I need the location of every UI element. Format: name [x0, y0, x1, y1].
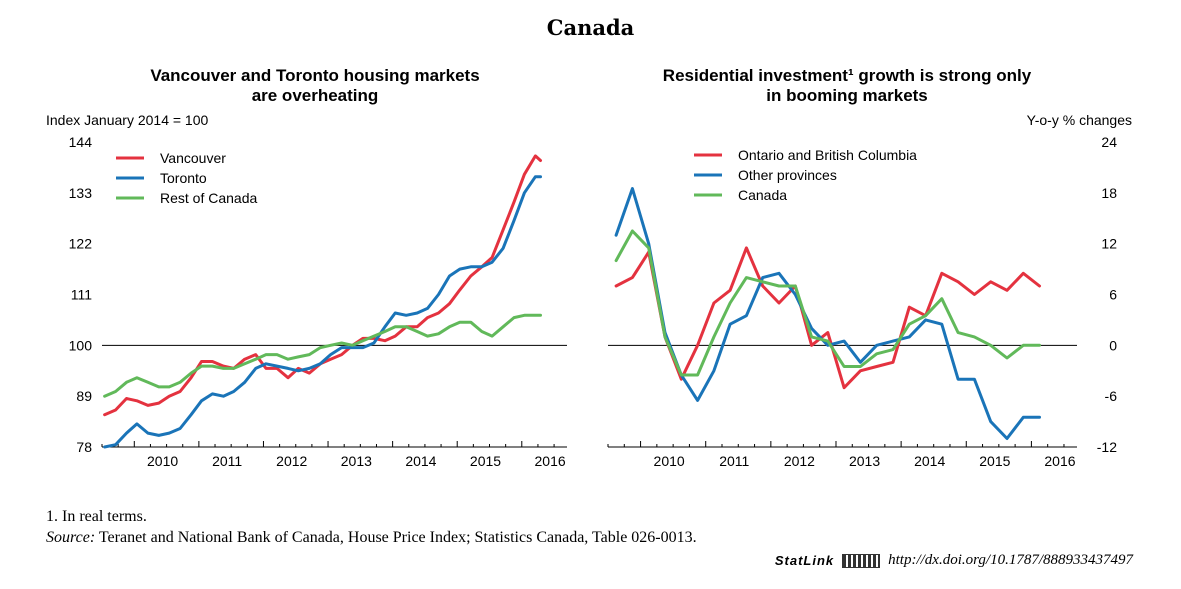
statlink-url[interactable]: http://dx.doi.org/10.1787/888933437497: [888, 552, 1133, 568]
1-x-tick-label: 2013: [849, 453, 880, 469]
1-series-ontario-and-british-columbia: [614, 246, 1041, 390]
right-axis-label: Y-o-y % changes: [1026, 112, 1132, 128]
0-y-tick-label: 89: [76, 388, 92, 404]
right-panel-title-line1: Residential investment¹ growth is strong…: [662, 66, 1032, 85]
left-axis-label: Index January 2014 = 100: [46, 112, 209, 128]
0-x-tick-label: 2015: [470, 453, 501, 469]
1-y-tick-label: -12: [1097, 439, 1117, 455]
left-panel-title-line1: Vancouver and Toronto housing markets: [150, 66, 480, 85]
right-panel-title-line2: in booming markets: [766, 86, 928, 105]
0-y-tick-label: 100: [69, 337, 93, 353]
left-panel-title-line2: are overheating: [251, 86, 379, 105]
figure-title: Canada: [546, 15, 635, 40]
1-x-tick-label: 2014: [914, 453, 945, 469]
1-x-tick-label: 2015: [979, 453, 1010, 469]
0-y-tick-label: 122: [69, 236, 93, 252]
1-x-tick-label: 2012: [784, 453, 815, 469]
statlink: StatLink http://dx.doi.org/10.1787/88893…: [775, 552, 1133, 569]
1-y-tick-label: -6: [1105, 388, 1118, 404]
0-y-tick-label: 78: [76, 439, 92, 455]
statlink-brand: StatLink: [774, 553, 835, 568]
1-y-tick-label: 24: [1101, 134, 1117, 150]
1-x-tick-label: 2011: [719, 453, 749, 469]
1-legend-label: Canada: [738, 187, 787, 203]
1-legend-label: Ontario and British Columbia: [738, 147, 917, 163]
0-series-vancouver: [103, 154, 542, 417]
1-y-tick-label: 18: [1101, 185, 1117, 201]
1-y-tick-label: 6: [1109, 287, 1117, 303]
0-x-tick-label: 2010: [147, 453, 178, 469]
1-y-tick-label: 0: [1109, 337, 1117, 353]
source-text: Teranet and National Bank of Canada, Hou…: [98, 529, 697, 546]
0-x-tick-label: 2014: [405, 453, 436, 469]
1-x-tick-label: 2010: [654, 453, 685, 469]
0-x-tick-label: 2011: [212, 453, 242, 469]
1-legend-label: Other provinces: [738, 167, 837, 183]
0-series-toronto: [103, 175, 542, 449]
source-label: Source:: [46, 529, 96, 546]
0-legend-label: Toronto: [160, 170, 207, 186]
1-series-canada: [614, 229, 1041, 377]
0-y-tick-label: 133: [69, 185, 93, 201]
0-y-tick-label: 144: [69, 134, 93, 150]
1-series-other-provinces: [614, 187, 1041, 440]
0-x-tick-label: 2013: [341, 453, 372, 469]
0-x-tick-label: 2012: [276, 453, 307, 469]
0-legend-label: Vancouver: [160, 150, 226, 166]
0-x-tick-label: 2016: [535, 453, 566, 469]
0-series-rest-of-canada: [103, 313, 542, 398]
source-note: Source: Teranet and National Bank of Can…: [46, 529, 697, 547]
1-x-tick-label: 2016: [1044, 453, 1075, 469]
right-panel-title: Residential investment¹ growth is strong…: [612, 66, 1082, 106]
footnote: 1. In real terms.: [46, 508, 147, 525]
0-legend-label: Rest of Canada: [160, 190, 257, 206]
left-panel-title: Vancouver and Toronto housing markets ar…: [80, 66, 550, 106]
statlink-logo-icon: [842, 553, 881, 568]
0-y-tick-label: 111: [71, 287, 92, 303]
1-y-tick-label: 12: [1101, 236, 1117, 252]
